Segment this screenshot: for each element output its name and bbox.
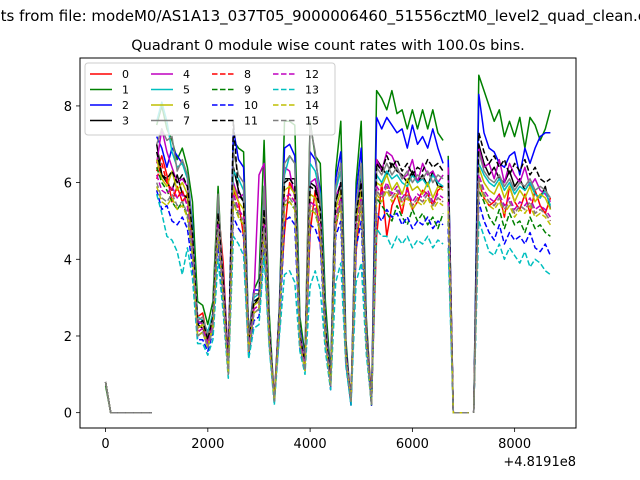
legend-label-11: 11 [244, 115, 258, 128]
series-layer [104, 74, 552, 414]
plot-frame [79, 57, 577, 429]
series-14-segment-3 [472, 181, 552, 413]
legend-label-13: 13 [305, 84, 319, 97]
legend-label-6: 6 [183, 99, 190, 112]
series-2-segment-3 [472, 93, 551, 413]
legend-label-3: 3 [122, 115, 129, 128]
x-offset-label: +4.8191e8 [503, 455, 576, 470]
legend-label-7: 7 [183, 115, 190, 128]
legend-label-15: 15 [305, 115, 319, 128]
series-12-segment-3 [472, 174, 552, 413]
series-11-segment-3 [472, 132, 551, 413]
x-tick-label: 4000 [294, 437, 327, 452]
series-13-segment-1 [155, 193, 444, 406]
series-12-segment-1 [155, 174, 444, 406]
series-10-segment-3 [472, 201, 552, 413]
x-tick-label: 6000 [396, 437, 429, 452]
legend-label-1: 1 [122, 84, 129, 97]
legend-box [84, 62, 336, 136]
legend-label-14: 14 [305, 99, 319, 112]
series-15-segment-1 [155, 182, 444, 406]
x-tick-label: 0 [101, 437, 109, 452]
series-11-segment-1 [155, 120, 444, 406]
y-tick-label: 6 [64, 177, 72, 192]
y-axis: 0 2 4 6 8 [64, 100, 80, 422]
legend-label-10: 10 [244, 99, 258, 112]
series-9-segment-3 [472, 189, 551, 413]
legend-label-12: 12 [305, 68, 319, 81]
legend-label-2: 2 [122, 99, 129, 112]
legend-label-5: 5 [183, 84, 190, 97]
x-tick-label: 2000 [191, 437, 224, 452]
series-1-segment-3 [472, 74, 552, 413]
legend-label-9: 9 [244, 84, 251, 97]
series-13-segment-3 [472, 220, 551, 413]
legend-label-0: 0 [122, 68, 129, 81]
series-7-segment-3 [472, 151, 552, 413]
series-4-segment-3 [472, 147, 552, 413]
x-axis: 0 2000 4000 6000 8000 [101, 428, 531, 452]
y-tick-label: 0 [64, 407, 72, 422]
legend-label-8: 8 [244, 68, 251, 81]
x-tick-label: 8000 [498, 437, 531, 452]
figure-suptitle: Plots from file: modeM0/AS1A13_037T05_90… [0, 7, 640, 26]
y-tick-label: 8 [64, 100, 72, 115]
legend-label-4: 4 [183, 68, 190, 81]
series-15-segment-2 [447, 205, 469, 414]
y-tick-label: 4 [64, 253, 72, 268]
chart-title: Quadrant 0 module wise count rates with … [131, 38, 525, 54]
series-5-segment-3 [472, 162, 552, 413]
series-15-segment-0 [104, 381, 152, 414]
series-6-segment-3 [472, 166, 552, 413]
y-tick-label: 2 [64, 330, 72, 345]
